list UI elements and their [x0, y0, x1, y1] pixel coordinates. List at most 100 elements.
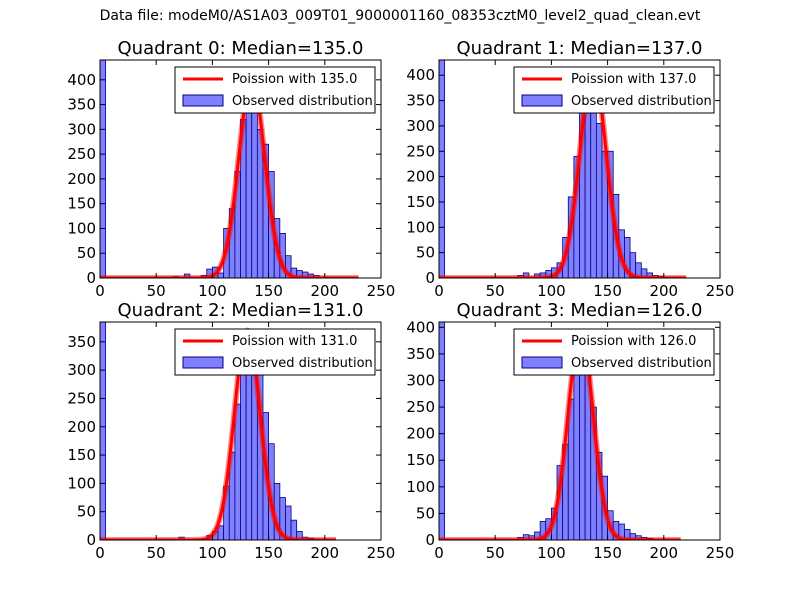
- y-tick-label: 150: [406, 193, 435, 211]
- y-tick-label: 50: [416, 504, 435, 522]
- y-tick-label: 400: [406, 66, 435, 84]
- histogram-bar: [251, 104, 258, 278]
- histogram-bar: [439, 60, 446, 278]
- y-tick-label: 350: [67, 333, 96, 351]
- histogram-bar: [439, 322, 446, 540]
- subplot-quadrant-2: 0 50 100 150 200 250 0 50 100 150 200 250 300 350 Quad…: [67, 300, 395, 562]
- x-tick-label: 150: [254, 544, 283, 562]
- x-tick-label: 250: [367, 282, 396, 300]
- y-tick-label: 250: [67, 389, 96, 407]
- legend-line-label: Poission with 137.0: [571, 72, 696, 87]
- x-tick-label: 100: [198, 282, 227, 300]
- x-tick-label: 100: [537, 282, 566, 300]
- subplot-title: Quadrant 3: Median=126.0: [457, 300, 703, 321]
- histogram-bar: [595, 122, 603, 278]
- legend-bar-swatch: [521, 94, 563, 107]
- histogram-bar: [100, 322, 107, 540]
- legend-bar-swatch: [182, 356, 224, 369]
- x-tick-label: 0: [95, 544, 105, 562]
- legend: Poission with 135.0 Observed distribution: [174, 66, 376, 114]
- histogram-bar: [240, 355, 247, 540]
- histogram-bar: [183, 273, 191, 278]
- y-tick-label: 100: [67, 219, 96, 237]
- x-tick-label: 100: [198, 544, 227, 562]
- x-tick-label: 200: [649, 282, 678, 300]
- x-tick-label: 150: [593, 544, 622, 562]
- x-tick-label: 0: [434, 282, 444, 300]
- x-tick-label: 200: [649, 544, 678, 562]
- y-tick-label: 350: [406, 92, 435, 110]
- poisson-curve: [439, 331, 682, 540]
- y-tick-label: 200: [67, 418, 96, 436]
- x-tick-label: 250: [706, 282, 735, 300]
- figure-suptitle: Data file: modeM0/AS1A03_009T01_90000011…: [99, 8, 701, 24]
- axes-frame: [99, 321, 382, 541]
- histogram-bar: [522, 272, 530, 278]
- x-tick-label: 50: [486, 282, 505, 300]
- histogram-bar: [100, 60, 107, 278]
- legend: Poission with 137.0 Observed distribution: [513, 66, 715, 114]
- subplot-quadrant-3: 0 50 100 150 200 250 0 50 100 150 200 250 300 350 400 Q…: [406, 300, 734, 562]
- legend-bar-label: Observed distribution: [232, 94, 373, 109]
- y-tick-label: 0: [86, 269, 96, 287]
- x-tick-label: 200: [310, 282, 339, 300]
- y-tick-label: 150: [406, 451, 435, 469]
- x-tick-label: 200: [310, 544, 339, 562]
- histogram-bar: [290, 519, 298, 540]
- y-tick-label: 250: [67, 145, 96, 163]
- legend-bar-label: Observed distribution: [571, 356, 712, 371]
- y-tick-label: 400: [406, 318, 435, 336]
- subplot-title: Quadrant 1: Median=137.0: [457, 38, 703, 59]
- subplot-quadrant-0: 0 50 100 150 200 250 0 50 100 150 200 250 300 350 400 Q…: [67, 38, 395, 300]
- y-tick-label: 50: [77, 244, 96, 262]
- x-tick-label: 50: [147, 544, 166, 562]
- y-tick-label: 150: [67, 446, 96, 464]
- y-tick-label: 100: [406, 478, 435, 496]
- y-tick-label: 300: [406, 117, 435, 135]
- x-tick-label: 100: [537, 544, 566, 562]
- plot-area: [100, 60, 361, 278]
- y-tick-label: 100: [67, 474, 96, 492]
- histogram-bar: [245, 94, 253, 278]
- y-tick-label: 300: [406, 371, 435, 389]
- y-tick-label: 250: [406, 398, 435, 416]
- legend-bar-label: Observed distribution: [232, 356, 373, 371]
- y-tick-label: 0: [425, 269, 435, 287]
- legend: Poission with 131.0 Observed distribution: [174, 328, 376, 376]
- y-tick-label: 250: [406, 142, 435, 160]
- histogram-bar: [590, 90, 597, 278]
- x-tick-label: 50: [147, 282, 166, 300]
- x-tick-label: 0: [95, 282, 105, 300]
- y-tick-label: 200: [67, 170, 96, 188]
- legend-bar-swatch: [182, 94, 224, 107]
- legend-line-label: Poission with 126.0: [571, 334, 696, 349]
- plot-area: [439, 60, 689, 278]
- y-tick-label: 0: [86, 531, 96, 549]
- y-tick-label: 50: [77, 503, 96, 521]
- y-tick-label: 200: [406, 168, 435, 186]
- y-tick-label: 50: [416, 244, 435, 262]
- legend-bar-swatch: [521, 356, 563, 369]
- x-tick-label: 250: [367, 544, 396, 562]
- y-tick-label: 350: [406, 345, 435, 363]
- y-tick-label: 200: [406, 425, 435, 443]
- legend-line-label: Poission with 131.0: [232, 334, 357, 349]
- y-tick-label: 400: [67, 71, 96, 89]
- legend: Poission with 126.0 Observed distribution: [513, 328, 715, 376]
- subplot-title: Quadrant 0: Median=135.0: [118, 38, 364, 59]
- y-tick-label: 300: [67, 361, 96, 379]
- y-tick-label: 0: [425, 531, 435, 549]
- x-tick-label: 150: [254, 282, 283, 300]
- poisson-curve: [100, 78, 360, 278]
- axes-frame: [438, 59, 721, 279]
- axes-frame: [99, 59, 382, 279]
- y-tick-label: 100: [406, 218, 435, 236]
- x-tick-label: 250: [706, 544, 735, 562]
- subplot-title: Quadrant 2: Median=131.0: [118, 300, 364, 321]
- legend-line-label: Poission with 135.0: [232, 72, 357, 87]
- subplot-quadrant-1: 0 50 100 150 200 250 0 50 100 150 200 250 300 350 400 Q…: [406, 38, 734, 300]
- x-tick-label: 150: [593, 282, 622, 300]
- x-tick-label: 0: [434, 544, 444, 562]
- x-tick-label: 50: [486, 544, 505, 562]
